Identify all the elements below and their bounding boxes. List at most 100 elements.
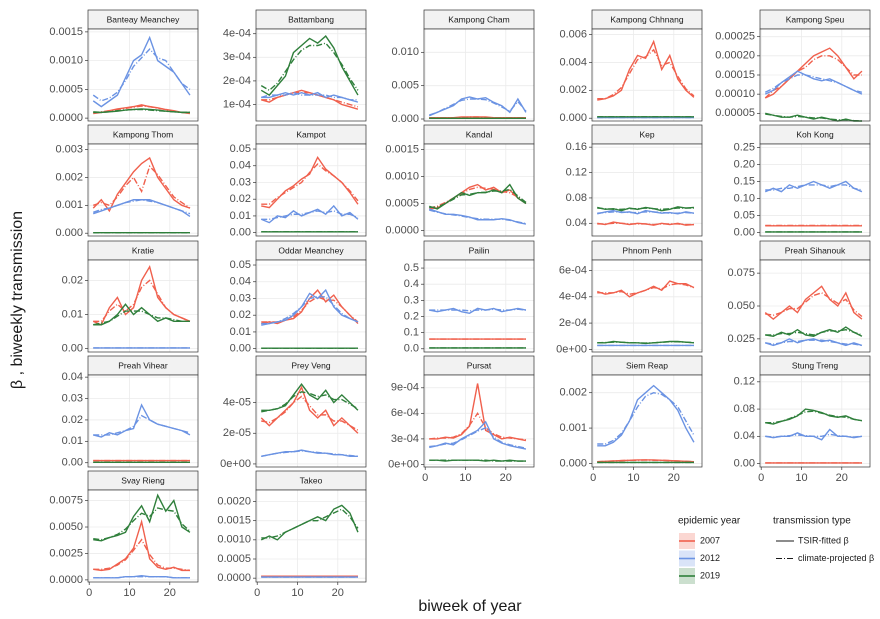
y-tick-label: 0.01 bbox=[62, 308, 83, 320]
facet-title: Kampong Chhnang bbox=[610, 14, 684, 24]
y-tick-label: 0.15 bbox=[734, 175, 755, 187]
series-line bbox=[93, 507, 191, 541]
panel-border bbox=[87, 374, 199, 468]
x-tick-label: 0 bbox=[758, 472, 764, 484]
y-tick-label: 0.000 bbox=[55, 227, 83, 239]
y-tick-label: 0.00010 bbox=[715, 88, 755, 100]
y-tick-label: 0.002 bbox=[559, 387, 587, 399]
panel-content bbox=[88, 375, 198, 467]
series-line bbox=[92, 48, 191, 102]
x-tick-label: 20 bbox=[164, 587, 176, 599]
series-line bbox=[93, 164, 191, 209]
facet-title: Kep bbox=[639, 129, 654, 139]
series-line bbox=[429, 209, 527, 225]
facet-title: Koh Kong bbox=[796, 129, 834, 139]
y-tick-label: 2e-05 bbox=[223, 427, 251, 439]
series-line bbox=[261, 508, 359, 539]
series-line bbox=[765, 410, 863, 424]
panel bbox=[760, 375, 870, 467]
series-line bbox=[93, 518, 190, 572]
x-tick-label: 10 bbox=[459, 472, 471, 484]
panel bbox=[256, 490, 366, 582]
series-line bbox=[765, 433, 862, 438]
panel-content bbox=[592, 144, 702, 236]
series-line bbox=[92, 156, 191, 213]
series-line bbox=[261, 296, 359, 325]
panel-border bbox=[759, 259, 871, 353]
y-tick-label: 0.0000 bbox=[49, 112, 83, 124]
x-tick-label: 0 bbox=[254, 587, 260, 599]
panel-border bbox=[591, 28, 703, 122]
y-tick-label: 0.0005 bbox=[49, 83, 83, 95]
y-tick-label: 0.0025 bbox=[49, 547, 83, 559]
series-line bbox=[429, 186, 527, 209]
y-tick-label: 0.00 bbox=[734, 457, 755, 469]
panel-content bbox=[256, 29, 366, 121]
y-tick-label: 0.05 bbox=[230, 259, 251, 271]
y-tick-label: 0.04 bbox=[62, 371, 83, 383]
y-tick-label: 0.00005 bbox=[715, 107, 755, 119]
facet-title: Kampong Cham bbox=[448, 14, 509, 24]
y-tick-label: 3e-04 bbox=[391, 433, 419, 445]
panel-content bbox=[88, 144, 198, 236]
panel-content bbox=[592, 375, 702, 467]
panel-border bbox=[423, 259, 535, 353]
y-tick-label: 0.0005 bbox=[217, 553, 251, 565]
series-line bbox=[597, 211, 694, 214]
y-tick-label: 0.025 bbox=[727, 333, 755, 345]
y-tick-label: 0.001 bbox=[55, 199, 83, 211]
legend-title: transmission type bbox=[773, 516, 851, 527]
y-tick-label: 0.0000 bbox=[49, 574, 83, 586]
series-line bbox=[93, 310, 190, 326]
panel bbox=[88, 144, 198, 236]
facet-title: Kampot bbox=[296, 129, 326, 139]
facet-title: Banteay Meanchey bbox=[107, 14, 181, 24]
y-tick-label: 0.00 bbox=[62, 342, 83, 354]
y-tick-label: 0e+00 bbox=[220, 458, 251, 470]
panel bbox=[592, 144, 702, 236]
facet-title: Prey Veng bbox=[291, 360, 330, 370]
series-line bbox=[261, 210, 359, 220]
series-line bbox=[261, 395, 359, 431]
series-line bbox=[765, 326, 863, 337]
panel-border bbox=[759, 28, 871, 122]
y-tick-label: 0.02 bbox=[230, 309, 251, 321]
series-line bbox=[597, 341, 694, 344]
panel-border bbox=[423, 143, 535, 237]
y-tick-label: 4e-04 bbox=[223, 28, 251, 40]
y-tick-label: 0.001 bbox=[559, 422, 587, 434]
x-tick-label: 20 bbox=[332, 587, 344, 599]
y-tick-label: 0.00 bbox=[230, 343, 251, 355]
y-tick-label: 0.04 bbox=[734, 430, 755, 442]
facet-title: Pursat bbox=[467, 360, 492, 370]
series-line bbox=[92, 35, 191, 108]
y-tick-label: 0.12 bbox=[566, 166, 587, 178]
y-tick-label: 0.004 bbox=[559, 56, 587, 68]
x-tick-label: 10 bbox=[627, 472, 639, 484]
panel bbox=[88, 375, 198, 467]
panel bbox=[592, 260, 702, 352]
y-tick-label: 2e-04 bbox=[223, 75, 251, 87]
y-tick-label: 3e-04 bbox=[223, 51, 251, 63]
x-tick-label: 20 bbox=[500, 472, 512, 484]
series-line bbox=[764, 55, 862, 99]
y-tick-label: 0.10 bbox=[734, 192, 755, 204]
facet-title: Oddar Meanchey bbox=[278, 245, 344, 255]
y-tick-label: 0.0050 bbox=[49, 521, 83, 533]
y-tick-label: 0.08 bbox=[734, 403, 755, 415]
series-line bbox=[93, 538, 191, 572]
panel-content bbox=[256, 375, 366, 467]
legend-label: climate-projected β bbox=[798, 553, 874, 563]
y-tick-label: 4e-05 bbox=[223, 397, 251, 409]
y-tick-label: 0.01 bbox=[230, 326, 251, 338]
panel-content bbox=[256, 490, 366, 582]
x-axis-title: biweek of year bbox=[418, 598, 522, 615]
y-tick-label: 0.02 bbox=[230, 193, 251, 205]
panel-border bbox=[255, 28, 367, 122]
y-tick-label: 0.16 bbox=[566, 141, 587, 153]
legend-label: TSIR-fitted β bbox=[798, 535, 849, 545]
panel bbox=[592, 29, 702, 121]
x-tick-label: 0 bbox=[422, 472, 428, 484]
series-line bbox=[765, 292, 863, 318]
series-line bbox=[764, 70, 863, 95]
